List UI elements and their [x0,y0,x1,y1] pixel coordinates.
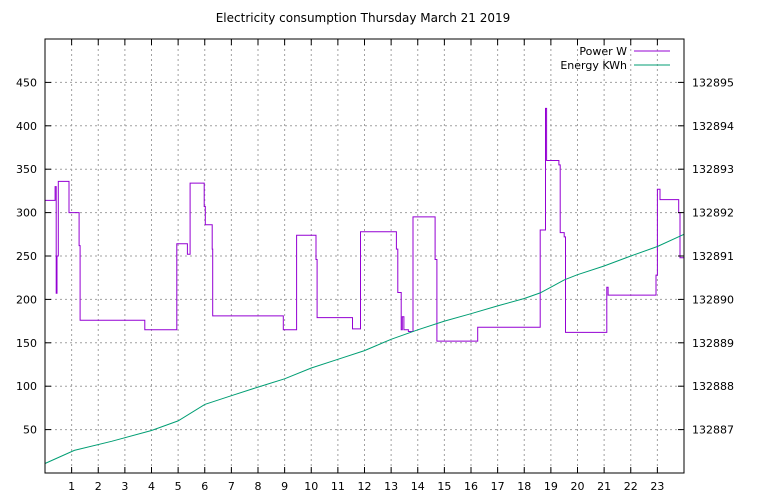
x-tick-label: 17 [491,480,505,493]
legend-label: Power W [579,45,627,58]
y-tick-label: 350 [16,163,37,176]
x-tick-label: 20 [571,480,585,493]
y-tick-label: 200 [16,293,37,306]
y-axis-left: 50 100 150 200 250 300 350 400 450 [16,76,51,437]
y-axis-right: 132887 132888 132889 132890 132891 132892 1328… [678,76,734,437]
y-tick-label: 100 [16,380,37,393]
legend-label: Energy KWh [560,59,627,72]
x-tick-label: 2 [95,480,102,493]
x-tick-label: 12 [358,480,372,493]
power-w-line [45,107,685,342]
x-tick-label: 23 [650,480,664,493]
x-tick-label: 11 [331,480,345,493]
y2-tick-label: 132888 [692,380,734,393]
chart-title: Electricity consumption Thursday March 2… [216,11,511,25]
y2-tick-label: 132887 [692,424,734,437]
y-tick-label: 300 [16,207,37,220]
y-tick-label: 400 [16,120,37,133]
x-tick-label: 7 [228,480,235,493]
y-tick-label: 450 [16,76,37,89]
y2-tick-label: 132893 [692,163,734,176]
x-tick-label: 13 [384,480,398,493]
x-tick-label: 4 [148,480,155,493]
x-tick-label: 5 [175,480,182,493]
x-tick-label: 1 [68,480,75,493]
grid-layer [45,39,684,473]
x-tick-label: 19 [544,480,558,493]
x-axis: 1 2 3 4 5 6 7 8 9 10 11 12 13 14 15 16 17 18 19 20 21 22 23 [68,39,664,493]
x-tick-label: 15 [437,480,451,493]
y2-tick-label: 132889 [692,337,734,350]
y-tick-label: 150 [16,337,37,350]
series-layer [44,107,685,464]
y2-tick-label: 132895 [692,76,734,89]
y2-tick-label: 132891 [692,250,734,263]
x-tick-label: 22 [624,480,638,493]
y2-tick-label: 132890 [692,293,734,306]
y2-tick-label: 132894 [692,120,734,133]
x-tick-label: 21 [597,480,611,493]
x-tick-label: 9 [281,480,288,493]
x-tick-label: 6 [201,480,208,493]
y-tick-label: 250 [16,250,37,263]
x-tick-label: 10 [304,480,318,493]
y2-tick-label: 132892 [692,207,734,220]
x-tick-label: 8 [255,480,262,493]
x-tick-label: 3 [121,480,128,493]
y-tick-label: 50 [23,424,37,437]
x-tick-label: 14 [411,480,425,493]
energy-kwh-line [44,233,685,464]
x-tick-label: 16 [464,480,478,493]
x-tick-label: 18 [517,480,531,493]
